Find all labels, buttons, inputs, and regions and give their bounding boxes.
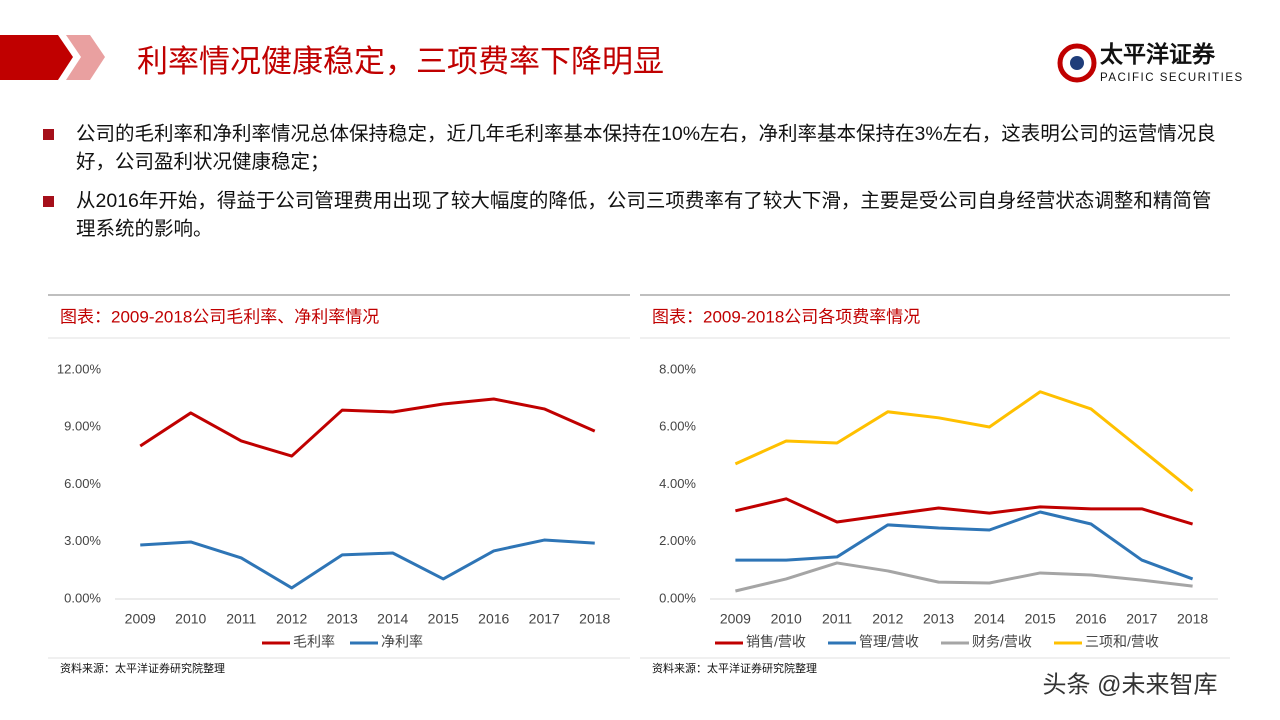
x-tick-label: 2016 (478, 611, 509, 627)
x-tick-label: 2016 (1075, 611, 1106, 627)
header-bar (0, 35, 73, 80)
y-tick-label: 0.00% (64, 590, 101, 605)
x-tick-label: 2009 (125, 611, 156, 627)
legend-label: 三项和/营收 (1085, 634, 1159, 650)
x-tick-label: 2011 (822, 611, 852, 627)
source-note: 资料来源：太平洋证券研究院整理 (652, 661, 817, 675)
legend-label: 销售/营收 (746, 634, 806, 650)
y-tick-label: 0.00% (659, 590, 696, 605)
watermark: 头条 @未来智库 (1042, 671, 1217, 698)
x-tick-label: 2014 (974, 611, 1005, 627)
y-tick-label: 8.00% (659, 361, 696, 376)
slide-title: 利率情况健康稳定，三项费率下降明显 (137, 44, 664, 79)
x-tick-label: 2017 (529, 611, 560, 627)
logo-icon (1057, 43, 1097, 83)
y-tick-label: 2.00% (659, 533, 696, 548)
y-tick-label: 12.00% (57, 361, 102, 376)
series-line (735, 497, 1194, 526)
x-tick-label: 2013 (923, 611, 954, 627)
header-chevron (66, 35, 105, 80)
bullet: 从2016年开始，得益于公司管理费用出现了较大幅度的降低，公司三项费率有了较大下… (40, 187, 1230, 243)
x-tick-label: 2018 (1177, 611, 1208, 627)
series-line (140, 538, 595, 590)
x-tick-label: 2015 (428, 611, 459, 627)
logo-name: 太平洋证券 (1100, 41, 1216, 67)
y-tick-label: 9.00% (64, 419, 101, 434)
legend-label: 净利率 (381, 634, 423, 650)
y-tick-label: 3.00% (64, 533, 101, 548)
x-tick-label: 2010 (771, 611, 802, 627)
bullet: 公司的毛利率和净利率情况总体保持稳定，近几年毛利率基本保持在10%左右，净利率基… (40, 120, 1230, 176)
x-tick-label: 2012 (872, 611, 903, 627)
series-line (734, 390, 1194, 492)
x-tick-label: 2018 (579, 611, 610, 627)
logo-subtitle: PACIFIC SECURITIES (1100, 72, 1244, 84)
x-tick-label: 2015 (1025, 611, 1056, 627)
legend-label: 毛利率 (293, 634, 335, 650)
chart-title: 图表：2009-2018公司各项费率情况 (652, 307, 920, 326)
series-line (139, 397, 596, 458)
x-tick-label: 2011 (226, 611, 256, 627)
y-tick-label: 6.00% (659, 419, 696, 434)
series-line (735, 561, 1193, 593)
y-tick-label: 6.00% (64, 476, 101, 491)
series-line (735, 510, 1194, 581)
x-tick-label: 2010 (175, 611, 206, 627)
y-tick-label: 4.00% (659, 476, 696, 491)
x-tick-label: 2012 (276, 611, 307, 627)
legend-label: 财务/营收 (972, 634, 1032, 650)
x-tick-label: 2013 (327, 611, 358, 627)
chart-title: 图表：2009-2018公司毛利率、净利率情况 (60, 307, 379, 326)
source-note: 资料来源：太平洋证券研究院整理 (60, 661, 225, 675)
bullet-list: 公司的毛利率和净利率情况总体保持稳定，近几年毛利率基本保持在10%左右，净利率基… (40, 120, 1230, 254)
legend-label: 管理/营收 (859, 634, 919, 650)
x-tick-label: 2014 (377, 611, 408, 627)
x-tick-label: 2009 (720, 611, 751, 627)
x-tick-label: 2017 (1126, 611, 1157, 627)
